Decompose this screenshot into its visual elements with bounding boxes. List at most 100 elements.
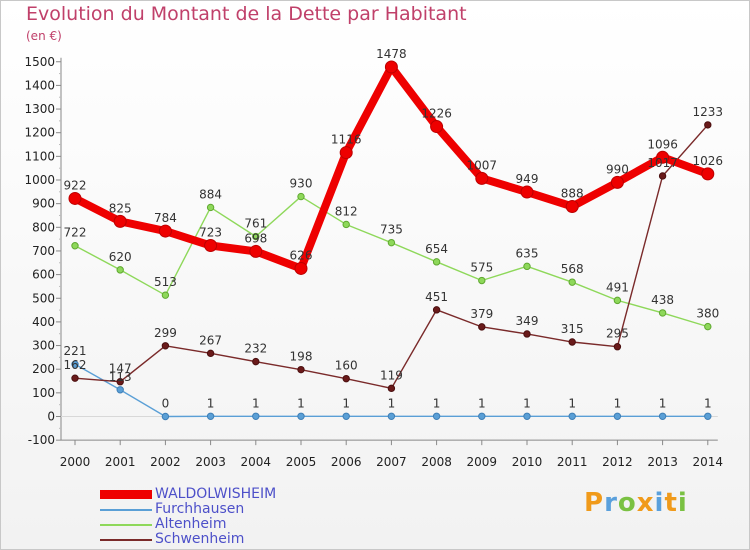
data-point bbox=[342, 412, 350, 420]
x-tick-label: 2012 bbox=[602, 455, 633, 469]
data-label: 990 bbox=[606, 162, 629, 176]
legend: WALDOLWISHEIM Furchhausen Altenheim Schwenh… bbox=[100, 487, 276, 547]
data-point bbox=[478, 412, 486, 420]
data-label: 1 bbox=[659, 396, 667, 410]
legend-label: Furchhausen bbox=[155, 501, 245, 517]
data-point bbox=[294, 261, 308, 275]
x-tick-label: 2005 bbox=[286, 455, 317, 469]
data-point bbox=[116, 386, 124, 394]
proxiti-logo: Proxiti bbox=[584, 488, 688, 518]
data-label: 1 bbox=[207, 396, 215, 410]
data-label: 575 bbox=[470, 261, 493, 275]
series-lines bbox=[68, 60, 715, 421]
data-label: 626 bbox=[290, 248, 313, 262]
data-point bbox=[520, 185, 534, 199]
data-point bbox=[387, 412, 396, 420]
data-point bbox=[568, 278, 576, 286]
legend-item: Furchhausen bbox=[100, 502, 276, 517]
data-point bbox=[704, 412, 712, 420]
data-point bbox=[342, 220, 350, 229]
x-tick-label: 2002 bbox=[150, 455, 181, 469]
data-point bbox=[658, 412, 667, 420]
data-label: 113 bbox=[109, 370, 132, 384]
data-point bbox=[478, 323, 486, 331]
x-tick-label: 2007 bbox=[376, 455, 407, 469]
data-point bbox=[613, 343, 622, 351]
data-label: 295 bbox=[606, 327, 629, 341]
data-point bbox=[613, 296, 622, 305]
data-label: 0 bbox=[162, 397, 170, 411]
y-tick-label: 200 bbox=[32, 362, 55, 376]
data-label: 1478 bbox=[376, 47, 407, 61]
data-point bbox=[432, 412, 441, 420]
x-tick-label: 2011 bbox=[557, 455, 588, 469]
data-point bbox=[158, 224, 172, 238]
data-label: 654 bbox=[425, 242, 448, 256]
data-label: 825 bbox=[109, 201, 132, 215]
data-label: 221 bbox=[64, 344, 87, 358]
data-labels: 922 825 784 723 698 626 1116 1478 1226 1007 949 888… bbox=[64, 47, 724, 411]
data-point bbox=[568, 338, 576, 346]
data-point bbox=[71, 360, 79, 368]
data-point bbox=[701, 167, 715, 181]
data-label: 349 bbox=[516, 314, 539, 328]
data-label: 491 bbox=[606, 280, 629, 294]
x-tick-label: 2000 bbox=[60, 455, 91, 469]
x-tick-label: 2013 bbox=[647, 455, 678, 469]
chart-title: Evolution du Montant de la Dette par Hab… bbox=[26, 3, 467, 25]
data-label: 119 bbox=[380, 368, 403, 382]
data-point bbox=[206, 412, 215, 420]
x-tick-label: 2003 bbox=[195, 455, 226, 469]
data-point bbox=[658, 172, 667, 180]
y-tick-label: 400 bbox=[32, 315, 55, 329]
y-tick-label: 900 bbox=[32, 197, 55, 211]
data-label: 1 bbox=[388, 396, 396, 410]
data-point bbox=[116, 378, 124, 386]
data-point bbox=[613, 412, 622, 420]
y-tick-label: 1300 bbox=[24, 102, 55, 116]
data-point bbox=[610, 175, 624, 189]
data-point bbox=[71, 374, 79, 382]
data-label: 1 bbox=[252, 396, 260, 410]
y-tick-label: 500 bbox=[32, 291, 55, 305]
data-label: 620 bbox=[109, 250, 132, 264]
data-label: 198 bbox=[290, 350, 313, 364]
data-label: 1 bbox=[568, 396, 576, 410]
data-point bbox=[68, 191, 82, 205]
data-label: 513 bbox=[154, 275, 177, 289]
data-label: 160 bbox=[335, 359, 358, 373]
legend-item: WALDOLWISHEIM bbox=[100, 487, 276, 502]
data-point bbox=[252, 232, 260, 241]
data-point bbox=[387, 384, 396, 393]
data-point bbox=[387, 238, 396, 247]
data-label: 1 bbox=[704, 396, 712, 410]
data-label: 949 bbox=[516, 172, 539, 186]
data-label: 784 bbox=[154, 211, 177, 225]
data-label: 723 bbox=[199, 226, 222, 240]
legend-swatch bbox=[100, 508, 152, 511]
data-point bbox=[565, 199, 579, 213]
x-tick-label: 2008 bbox=[421, 455, 452, 469]
data-label: 722 bbox=[64, 226, 87, 240]
legend-swatch bbox=[100, 538, 152, 541]
legend-label: WALDOLWISHEIM bbox=[155, 486, 277, 502]
y-tick-label: 1400 bbox=[24, 78, 55, 92]
data-point bbox=[478, 276, 486, 285]
data-label: 884 bbox=[199, 187, 222, 201]
y-tick-label: 300 bbox=[32, 339, 55, 353]
data-label: 1 bbox=[297, 396, 305, 410]
data-label: 162 bbox=[64, 358, 87, 372]
data-point bbox=[161, 291, 170, 299]
data-label: 930 bbox=[290, 177, 313, 191]
data-point bbox=[384, 60, 398, 74]
data-point bbox=[523, 262, 531, 271]
data-point bbox=[658, 309, 667, 317]
data-label: 698 bbox=[244, 231, 267, 245]
y-tick-label: 700 bbox=[32, 244, 55, 258]
data-label: 635 bbox=[516, 246, 539, 260]
data-label: 438 bbox=[651, 293, 674, 307]
x-tick-label: 2004 bbox=[241, 455, 272, 469]
data-point bbox=[656, 150, 670, 164]
data-label: 1116 bbox=[331, 133, 362, 147]
